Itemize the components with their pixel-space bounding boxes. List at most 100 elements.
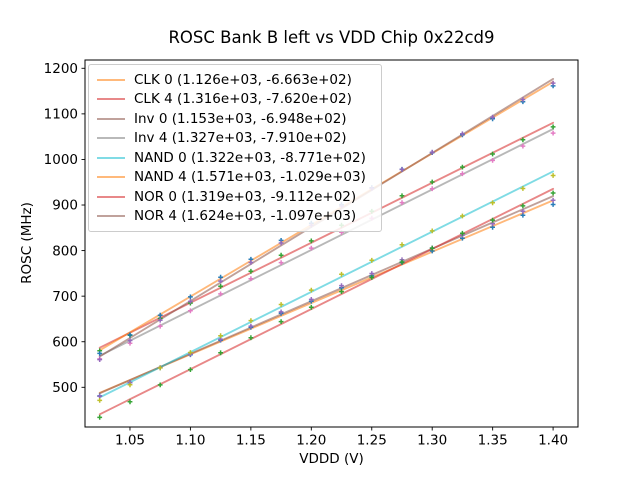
legend-entry-nand-4: NAND 4 (1.571e+03, -1.029e+03) <box>97 168 373 187</box>
x-tick-label: 1.05 <box>115 433 145 449</box>
legend-entry-inv-4: Inv 4 (1.327e+03, -7.910e+02) <box>97 129 373 148</box>
data-point-inv-4 <box>490 158 495 163</box>
data-point-clk-4 <box>490 151 495 157</box>
x-tick-label: 1.40 <box>538 433 568 449</box>
legend-entry-nor-0: NOR 0 (1.319e+03, -9.112e+02) <box>97 187 373 206</box>
data-point-nand-0 <box>520 186 526 191</box>
data-point-inv-4 <box>460 171 465 177</box>
y-tick-label: 1100 <box>44 107 78 123</box>
legend-entry-clk-4: CLK 4 (1.316e+03, -7.620e+02) <box>97 90 373 109</box>
data-point-nor-4 <box>399 167 405 172</box>
data-point-inv-4 <box>550 130 556 136</box>
data-point-clk-4 <box>429 179 435 185</box>
legend-line-swatch <box>97 195 125 198</box>
data-point-nand-0 <box>550 173 556 178</box>
legend-line-swatch <box>97 176 125 179</box>
legend-entry-inv-0: Inv 0 (1.153e+03, -6.948e+02) <box>97 109 373 128</box>
data-point-nand-0 <box>369 257 375 263</box>
data-point-inv-0 <box>248 323 254 329</box>
data-point-inv-4 <box>188 308 193 314</box>
x-tick-label: 1.35 <box>478 433 508 449</box>
legend-label: Inv 4 (1.327e+03, -7.910e+02) <box>134 130 347 147</box>
x-tick-label: 1.15 <box>236 433 266 449</box>
data-point-nand-0 <box>157 365 163 371</box>
legend-line-swatch <box>97 117 125 120</box>
data-point-inv-4 <box>248 276 254 282</box>
legend-entry-nand-0: NAND 0 (1.322e+03, -8.771e+02) <box>97 148 373 167</box>
x-tick-label: 1.30 <box>417 433 447 449</box>
data-point-nor-0 <box>339 289 344 294</box>
y-tick-label: 700 <box>52 289 78 305</box>
y-tick-label: 1200 <box>44 61 78 77</box>
legend-label: Inv 0 (1.153e+03, -6.948e+02) <box>134 110 347 127</box>
data-point-nand-0 <box>248 318 254 323</box>
data-point-nand-0 <box>339 271 344 277</box>
data-point-nor-4 <box>127 338 133 343</box>
data-point-nand-0 <box>188 350 193 355</box>
legend: CLK 0 (1.126e+03, -6.663e+02) CLK 4 (1.31… <box>88 64 382 232</box>
data-point-nand-4 <box>97 351 103 356</box>
data-point-inv-4 <box>399 200 405 205</box>
data-point-nor-4 <box>550 80 556 86</box>
data-point-clk-4 <box>460 164 465 170</box>
x-tick-label: 1.10 <box>175 433 205 449</box>
data-point-nor-4 <box>278 240 284 246</box>
data-point-clk-4 <box>278 252 284 258</box>
data-point-nor-0 <box>399 259 405 265</box>
legend-entry-nor-4: NOR 4 (1.624e+03, -1.097e+03) <box>97 207 373 226</box>
data-point-clk-4 <box>248 268 254 274</box>
data-point-nand-4 <box>127 332 133 338</box>
data-point-nor-0 <box>429 245 435 251</box>
data-point-nor-4 <box>460 131 465 137</box>
data-point-clk-4 <box>399 193 405 199</box>
data-point-clk-4 <box>218 283 223 289</box>
data-point-inv-4 <box>520 143 526 149</box>
data-point-nor-0 <box>308 304 314 310</box>
data-point-nor-0 <box>460 230 465 236</box>
legend-line-swatch <box>97 215 125 218</box>
data-point-nand-0 <box>460 213 465 219</box>
legend-line-swatch <box>97 78 125 81</box>
data-point-nor-4 <box>188 299 193 304</box>
y-tick-label: 500 <box>52 380 78 396</box>
data-point-nand-4 <box>157 312 163 318</box>
data-point-nor-4 <box>157 317 163 323</box>
data-point-clk-0 <box>550 202 556 207</box>
data-point-inv-4 <box>278 260 284 265</box>
y-tick-label: 600 <box>52 334 78 350</box>
data-point-inv-0 <box>520 208 526 214</box>
data-point-clk-4 <box>308 238 314 244</box>
data-point-inv-0 <box>339 283 344 288</box>
data-point-inv-0 <box>97 393 103 399</box>
data-point-inv-4 <box>157 323 163 329</box>
data-point-nor-0 <box>97 415 103 420</box>
data-point-nand-0 <box>429 228 435 234</box>
data-point-inv-4 <box>218 291 223 297</box>
data-point-nand-0 <box>218 333 223 339</box>
x-tick-label: 1.20 <box>296 433 326 449</box>
data-point-nor-0 <box>218 350 223 356</box>
data-point-nor-4 <box>490 114 495 120</box>
data-point-nor-0 <box>248 335 254 341</box>
data-point-nand-0 <box>308 287 314 293</box>
data-point-clk-4 <box>550 124 556 130</box>
y-tick-label: 1000 <box>44 152 78 168</box>
y-tick-label: 800 <box>52 243 78 259</box>
legend-label: CLK 4 (1.316e+03, -7.620e+02) <box>134 91 352 108</box>
data-point-nor-0 <box>550 190 556 196</box>
data-point-nand-0 <box>127 382 133 388</box>
data-point-nand-4 <box>188 294 193 300</box>
fit-line-nand-0 <box>98 170 555 399</box>
y-tick-label: 900 <box>52 198 78 214</box>
legend-label: NOR 4 (1.624e+03, -1.097e+03) <box>134 208 357 225</box>
axes-spines <box>84 59 579 428</box>
data-point-nor-4 <box>520 97 526 102</box>
legend-label: NAND 0 (1.322e+03, -8.771e+02) <box>134 149 366 166</box>
data-point-nor-4 <box>429 149 435 155</box>
data-point-nand-0 <box>97 398 103 403</box>
data-point-nor-4 <box>97 357 103 362</box>
data-point-nor-4 <box>248 260 254 265</box>
data-point-nand-0 <box>278 302 284 307</box>
data-point-nor-4 <box>218 278 223 284</box>
